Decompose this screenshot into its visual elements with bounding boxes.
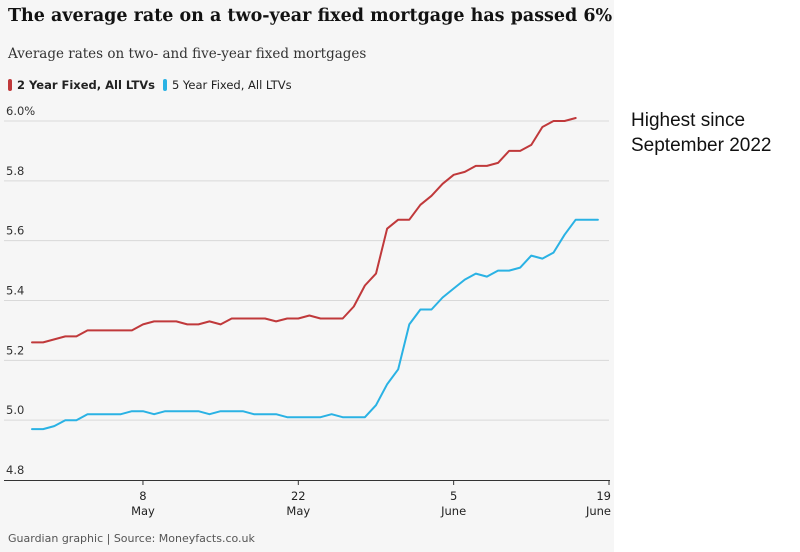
y-tick-label: 5.0: [6, 403, 24, 417]
series-line-two-year: [31, 117, 577, 344]
annotation-line-1: Highest since: [631, 110, 746, 131]
x-tick-label: 8: [139, 489, 146, 503]
legend-swatch-five-year: [162, 79, 167, 91]
y-tick-label: 5.4: [6, 284, 24, 298]
series-line-five-year: [31, 218, 599, 431]
legend-item-five-year: 5 Year Fixed, All LTVs: [162, 78, 292, 92]
chart-panel: [0, 0, 614, 552]
x-tick-month-label: May: [286, 504, 310, 518]
legend-label-five-year: 5 Year Fixed, All LTVs: [171, 78, 292, 92]
legend-swatch-two-year: [8, 79, 12, 91]
y-tick-label: 5.2: [6, 343, 24, 357]
source-note: Guardian graphic | Source: Moneyfacts.co…: [8, 532, 255, 545]
y-tick-label: 5.8: [6, 164, 24, 178]
legend-label-two-year: 2 Year Fixed, All LTVs: [17, 78, 155, 92]
annotation: Highest since September 2022: [631, 108, 772, 158]
x-tick-label: 22: [291, 489, 306, 503]
x-tick-month-label: June: [440, 504, 466, 518]
x-tick-label: 19: [596, 489, 611, 503]
chart-legend: 2 Year Fixed, All LTVs 5 Year Fixed, All…: [8, 78, 300, 92]
y-tick-label: 5.6: [6, 224, 24, 238]
y-tick-label: 6.0%: [6, 104, 35, 118]
x-tick-label: 5: [450, 489, 457, 503]
line-chart: 6.0%5.85.65.45.25.04.88May22May5June19Ju…: [4, 104, 611, 518]
y-tick-label: 4.8: [6, 463, 24, 477]
chart-title: The average rate on a two-year fixed mor…: [8, 6, 613, 26]
annotation-line-2: September 2022: [631, 135, 772, 156]
x-tick-month-label: June: [585, 504, 611, 518]
chart-subtitle: Average rates on two- and five-year fixe…: [8, 46, 367, 62]
legend-item-two-year: 2 Year Fixed, All LTVs: [8, 78, 155, 92]
x-tick-month-label: May: [131, 504, 155, 518]
